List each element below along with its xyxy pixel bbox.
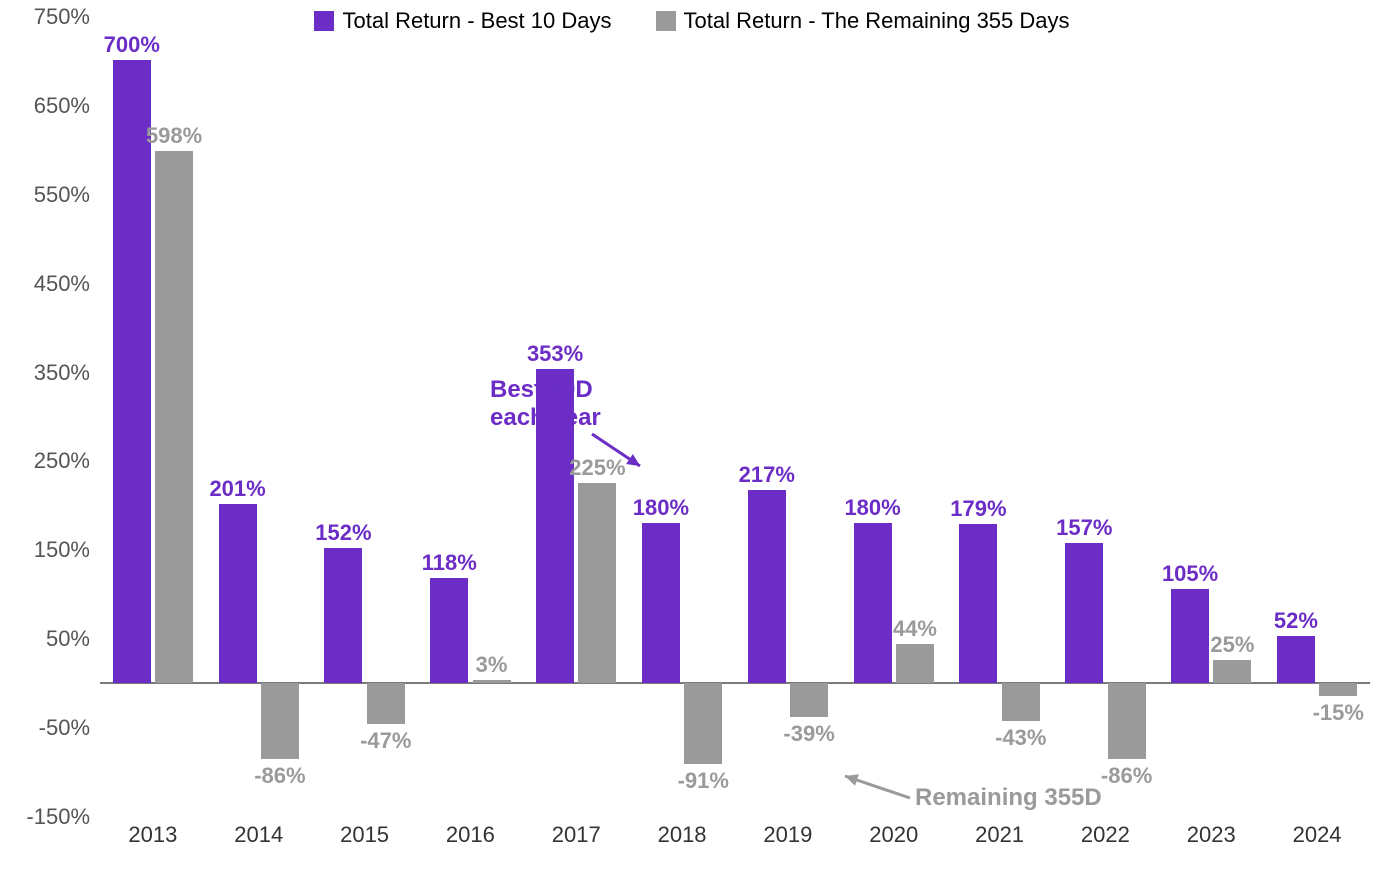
bar-best-10-days — [1065, 543, 1103, 683]
y-axis-tick-label: -50% — [10, 715, 90, 741]
value-label: -39% — [783, 721, 834, 747]
value-label: 700% — [104, 32, 160, 58]
x-axis-tick-label: 2015 — [340, 822, 389, 848]
value-label: 598% — [146, 123, 202, 149]
value-label: 118% — [422, 550, 477, 576]
x-axis-tick-label: 2018 — [658, 822, 707, 848]
bar-remaining-355-days — [261, 683, 299, 759]
bar-best-10-days — [1277, 636, 1315, 682]
annotation-best10d: Best 10Deach year — [490, 376, 601, 432]
value-label: 3% — [476, 652, 508, 678]
value-label: 157% — [1056, 515, 1112, 541]
y-axis-tick-label: 650% — [10, 93, 90, 119]
bar-best-10-days — [748, 490, 786, 683]
y-axis-tick-label: 450% — [10, 271, 90, 297]
y-axis-tick-label: 750% — [10, 4, 90, 30]
bar-remaining-355-days — [684, 683, 722, 764]
bar-best-10-days — [219, 504, 257, 683]
bar-remaining-355-days — [1319, 683, 1357, 696]
bar-best-10-days — [959, 524, 997, 683]
bar-remaining-355-days — [790, 683, 828, 718]
value-label: -91% — [678, 768, 729, 794]
x-axis-tick-label: 2021 — [975, 822, 1024, 848]
bar-best-10-days — [113, 60, 151, 682]
value-label: -47% — [360, 728, 411, 754]
value-label: 44% — [893, 616, 937, 642]
value-label: 52% — [1274, 608, 1318, 634]
bar-remaining-355-days — [896, 644, 934, 683]
plot-area: -150%-50%50%150%250%350%450%550%650%750%… — [100, 16, 1370, 816]
value-label: -86% — [1101, 763, 1152, 789]
y-axis-tick-label: -150% — [10, 804, 90, 830]
x-axis-tick-label: 2023 — [1187, 822, 1236, 848]
bar-remaining-355-days — [1002, 683, 1040, 721]
value-label: 179% — [950, 496, 1006, 522]
value-label: 217% — [739, 462, 795, 488]
value-label: -86% — [254, 763, 305, 789]
x-axis-tick-label: 2019 — [763, 822, 812, 848]
x-axis-tick-label: 2013 — [128, 822, 177, 848]
y-axis-tick-label: 350% — [10, 360, 90, 386]
value-label: 25% — [1210, 632, 1254, 658]
value-label: 180% — [633, 495, 689, 521]
value-label: -43% — [995, 725, 1046, 751]
value-label: 152% — [315, 520, 371, 546]
bar-remaining-355-days — [1213, 660, 1251, 682]
value-label: 105% — [1162, 561, 1218, 587]
x-axis-tick-label: 2014 — [234, 822, 283, 848]
bar-remaining-355-days — [367, 683, 405, 725]
bar-remaining-355-days — [473, 680, 511, 683]
x-axis-tick-label: 2024 — [1293, 822, 1342, 848]
y-axis-tick-label: 50% — [10, 626, 90, 652]
bar-best-10-days — [642, 523, 680, 683]
bar-remaining-355-days — [578, 483, 616, 683]
bar-remaining-355-days — [155, 151, 193, 683]
x-axis-tick-label: 2022 — [1081, 822, 1130, 848]
x-axis-tick-label: 2017 — [552, 822, 601, 848]
y-axis-tick-label: 250% — [10, 448, 90, 474]
y-axis-tick-label: 150% — [10, 537, 90, 563]
x-axis-tick-label: 2020 — [869, 822, 918, 848]
value-label: 201% — [209, 476, 265, 502]
return-bar-chart: Total Return - Best 10 Days Total Return… — [0, 0, 1384, 870]
value-label: 180% — [844, 495, 900, 521]
x-axis-tick-label: 2016 — [446, 822, 495, 848]
y-axis-tick-label: 550% — [10, 182, 90, 208]
bar-best-10-days — [854, 523, 892, 683]
bar-best-10-days — [430, 578, 468, 683]
bar-best-10-days — [324, 548, 362, 683]
bar-remaining-355-days — [1108, 683, 1146, 759]
annotation-remaining355d: Remaining 355D — [915, 784, 1102, 812]
value-label: -15% — [1313, 700, 1364, 726]
bar-best-10-days — [1171, 589, 1209, 682]
value-label: 353% — [527, 341, 583, 367]
value-label: 225% — [569, 455, 625, 481]
